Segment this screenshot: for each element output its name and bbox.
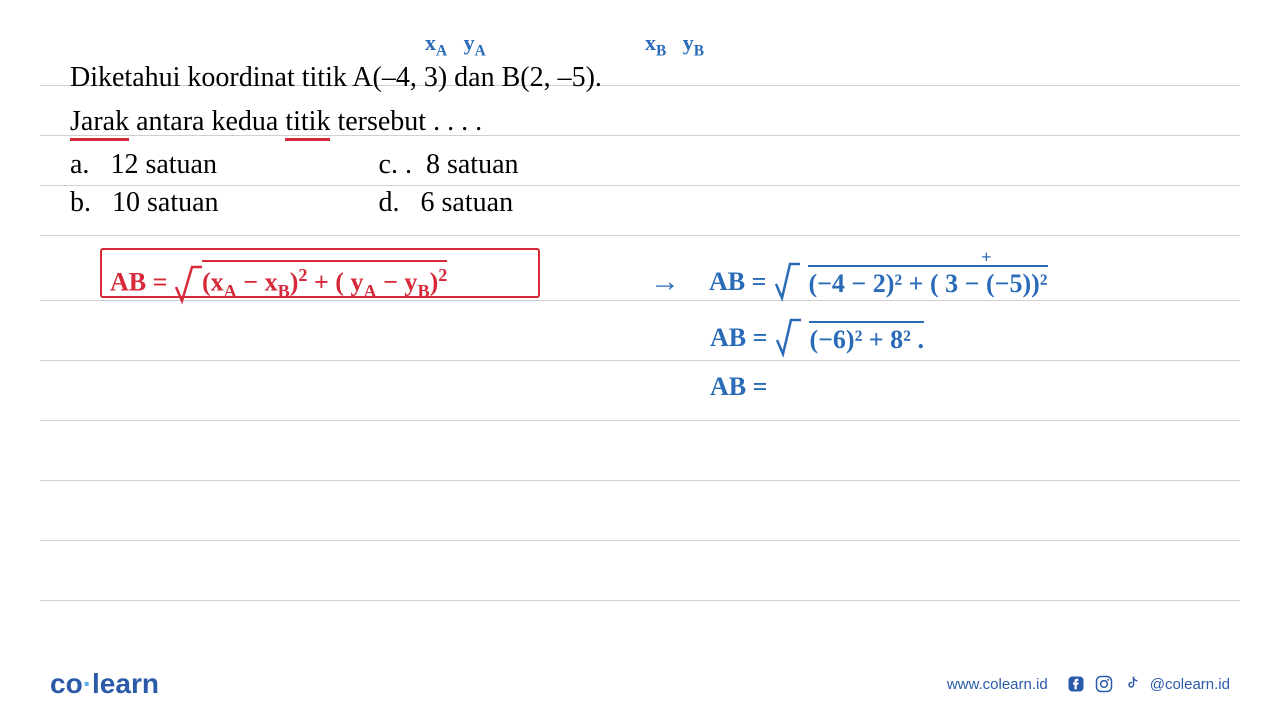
sqrt-icon [775, 316, 801, 360]
question-block: Diketahui koordinat titik A(–4, 3) dan B… [70, 35, 1210, 219]
work-line-1: → AB = (−4 − 2)² + ( 3 − (−5))² + [650, 260, 1048, 304]
footer-url: www.colearn.id [947, 676, 1048, 693]
option-a: a. 12 satuan [70, 149, 219, 181]
distance-formula: AB = (xA − xB)2 + ( yA − yB)2 [110, 260, 447, 307]
brand-logo: co·learn [50, 668, 159, 700]
work-line-2: AB = (−6)² + 8² . [710, 316, 1048, 360]
sqrt-icon [174, 263, 202, 307]
sqrt-icon [774, 260, 800, 304]
footer: co·learn www.colearn.id @colearn.id [50, 668, 1230, 700]
plus-annotation: + [981, 247, 991, 268]
instagram-icon [1094, 674, 1114, 694]
social-icons: @colearn.id [1066, 674, 1230, 694]
option-c: c. . 8 satuan [379, 149, 519, 181]
options-block: a. 12 satuan b. 10 satuan c. . 8 satuan … [70, 149, 1210, 219]
question-line-1: Diketahui koordinat titik A(–4, 3) dan B… [70, 59, 1210, 97]
arrow-icon: → [650, 265, 680, 299]
calculation-work: → AB = (−4 − 2)² + ( 3 − (−5))² + AB = (… [650, 260, 1048, 414]
option-d: d. 6 satuan [379, 187, 519, 219]
facebook-icon [1066, 674, 1086, 694]
question-line-2: Jarak antara kedua titik tersebut . . . … [70, 103, 1210, 141]
work-line-3: AB = [710, 372, 1048, 402]
tiktok-icon [1122, 674, 1142, 694]
footer-handle: @colearn.id [1150, 676, 1230, 693]
option-b: b. 10 satuan [70, 187, 219, 219]
